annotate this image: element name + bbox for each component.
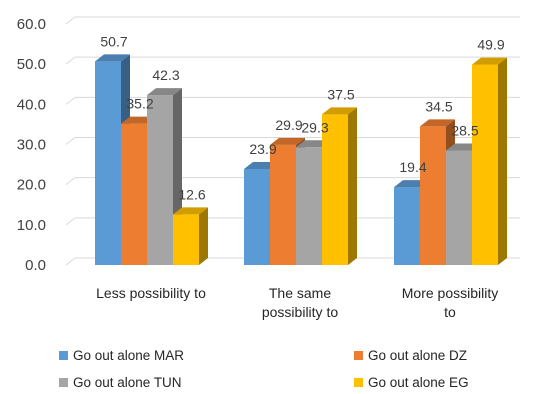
x-tick-label: The same possibility to	[262, 285, 338, 320]
bar-front	[95, 61, 121, 266]
bar	[472, 57, 507, 266]
bar-side	[348, 107, 357, 265]
legend-swatch	[354, 378, 363, 387]
data-label: 28.5	[451, 123, 478, 139]
legend-item: Go out alone EG	[354, 375, 469, 390]
data-label: 12.6	[178, 186, 205, 202]
data-label: 29.9	[275, 117, 302, 133]
bar-front	[173, 214, 199, 265]
legend-item: Go out alone MAR	[59, 348, 184, 363]
gridline-diag	[65, 177, 76, 186]
x-tick-label: More possibility to	[402, 285, 498, 320]
y-tick-label: 50.0	[17, 56, 46, 73]
chart: 0.0 10.0 20.0 30.0 40.0 50.0 60.0 50.7 23.9 19.4…	[17, 16, 520, 320]
bar	[173, 207, 208, 265]
legend-label: Go out alone EG	[368, 375, 469, 390]
gridline-diag	[65, 56, 76, 65]
bar	[322, 107, 357, 265]
bar-top	[95, 54, 130, 62]
data-label: 23.9	[249, 141, 276, 157]
legend-item: Go out alone DZ	[354, 348, 467, 363]
bar-top	[270, 137, 305, 145]
bar-front	[147, 95, 173, 265]
data-label: 19.4	[399, 159, 426, 175]
bar-front	[296, 147, 322, 265]
gridline-diag	[65, 217, 76, 226]
data-labels: 50.7 23.9 19.4 35.2 29.9 34.5 42.3 29.3 28.5 12.6…	[100, 33, 504, 202]
legend-swatch	[59, 378, 68, 387]
y-tick-label: 60.0	[17, 16, 46, 33]
legend-swatch	[354, 351, 363, 360]
gridline-diag	[65, 257, 76, 266]
bar-front	[472, 64, 498, 266]
bar-top	[173, 207, 208, 215]
bar-top	[420, 119, 455, 127]
data-label: 29.3	[301, 119, 328, 135]
data-label: 42.3	[152, 67, 179, 83]
bar-front	[322, 114, 348, 265]
data-label: 37.5	[327, 86, 354, 102]
x-axis: Less possibility to The same possibility t…	[96, 285, 498, 320]
y-tick-label: 20.0	[17, 177, 46, 194]
legend: Go out alone MAR Go out alone DZ Go out al…	[0, 340, 535, 394]
data-label: 34.5	[425, 98, 452, 114]
bar-front	[394, 187, 420, 265]
bar-front	[446, 150, 472, 265]
y-tick-label: 40.0	[17, 96, 46, 113]
bar-top	[322, 107, 357, 115]
legend-label: Go out alone TUN	[73, 375, 182, 390]
legend-label: Go out alone MAR	[73, 348, 185, 363]
y-tick-label: 0.0	[25, 257, 46, 274]
data-label: 35.2	[126, 96, 153, 112]
bar-front	[270, 144, 296, 265]
x-tick-label: Less possibility to	[96, 285, 206, 301]
y-tick-label: 10.0	[17, 217, 46, 234]
bar-top	[147, 88, 182, 96]
gridline-diag	[65, 96, 76, 105]
y-axis: 0.0 10.0 20.0 30.0 40.0 50.0 60.0	[17, 16, 46, 274]
bars	[95, 54, 507, 266]
data-label: 49.9	[477, 37, 504, 53]
gridline-diag	[65, 16, 76, 25]
bar-front	[420, 126, 446, 265]
gridline-diag	[65, 137, 76, 145]
bar-front	[121, 123, 147, 265]
legend-label: Go out alone DZ	[368, 348, 468, 363]
bar-side	[498, 57, 507, 266]
legend-swatch	[59, 351, 68, 360]
data-label: 50.7	[100, 33, 127, 49]
legend-item: Go out alone TUN	[59, 375, 182, 390]
bar-top	[472, 57, 507, 65]
y-tick-label: 30.0	[17, 137, 46, 154]
bar-side	[199, 207, 208, 265]
bar-front	[244, 169, 270, 265]
